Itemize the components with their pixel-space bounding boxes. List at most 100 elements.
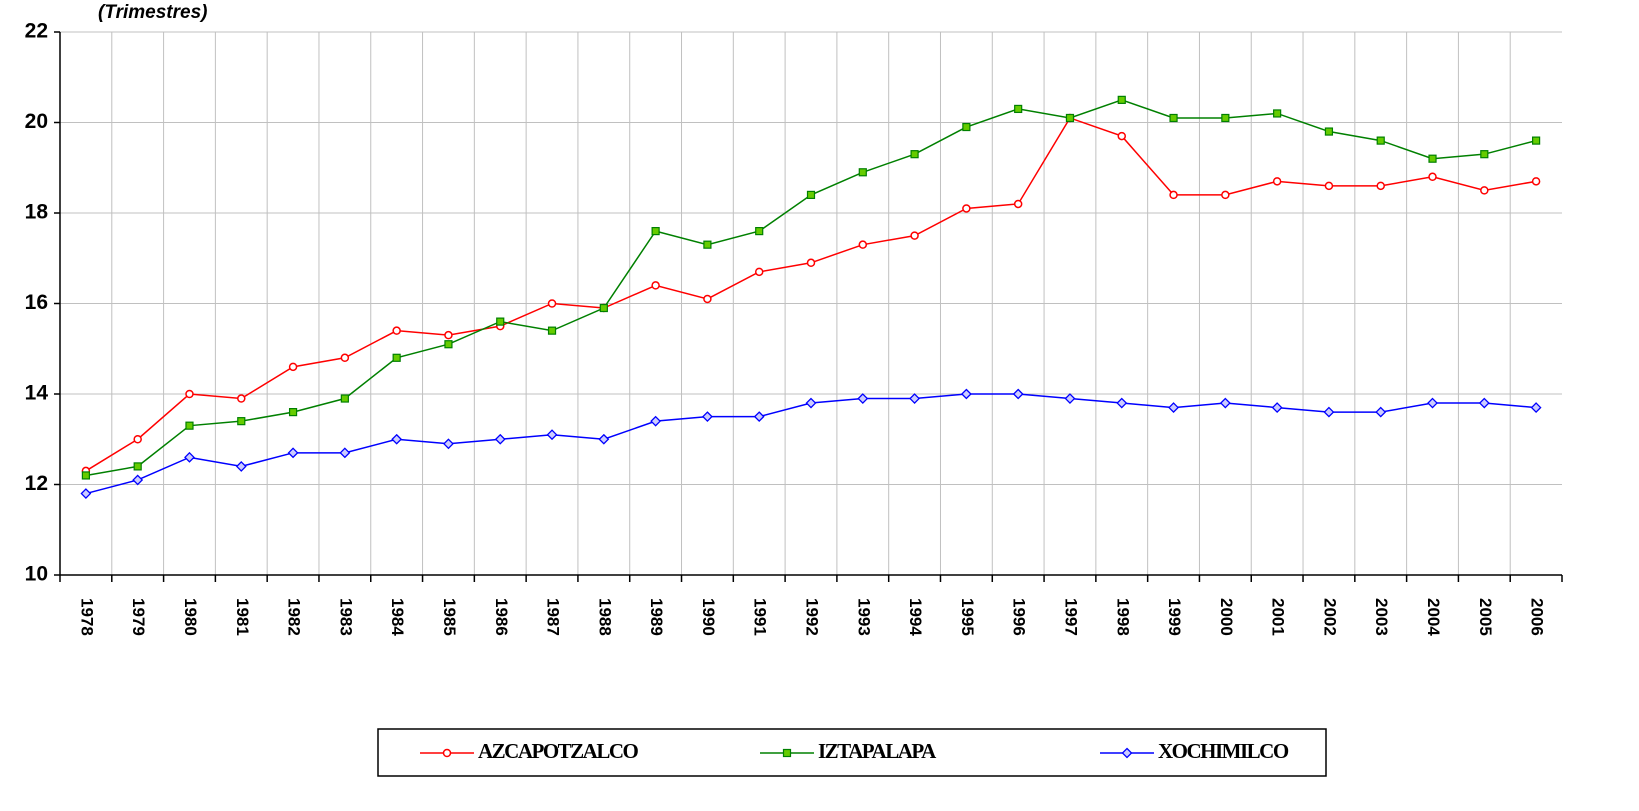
marker — [339, 447, 351, 459]
legend-label: AZCAPOTZALCO — [478, 739, 639, 763]
x-tick-label: 1986 — [492, 598, 511, 636]
marker — [1427, 397, 1438, 409]
marker — [1480, 150, 1489, 159]
marker — [547, 299, 557, 308]
x-tick-label: 1989 — [647, 598, 666, 636]
x-tick-label: 1999 — [1165, 598, 1184, 636]
y-tick-label: 12 — [25, 472, 48, 495]
x-tick-label: 1980 — [181, 598, 200, 636]
marker — [598, 433, 610, 445]
marker — [237, 394, 246, 403]
x-tick-label: 2003 — [1372, 598, 1391, 636]
marker — [185, 389, 194, 399]
marker — [1376, 181, 1385, 191]
marker — [703, 294, 712, 304]
marker — [703, 240, 712, 249]
marker — [1169, 190, 1178, 200]
x-tick-label: 1990 — [699, 598, 718, 636]
marker — [754, 267, 764, 277]
marker — [858, 240, 868, 249]
marker — [1428, 172, 1437, 182]
chart-subtitle: (Trimestres) — [98, 2, 207, 23]
x-tick-label: 1996 — [1010, 598, 1029, 636]
marker — [1324, 127, 1334, 136]
marker — [651, 281, 660, 290]
marker — [287, 447, 299, 459]
marker — [392, 326, 401, 335]
legend-marker — [782, 748, 792, 758]
marker — [1219, 397, 1231, 409]
x-tick-label: 1995 — [958, 598, 977, 636]
x-tick-label: 1983 — [336, 598, 355, 636]
marker — [494, 433, 506, 445]
y-tick-label: 20 — [25, 110, 48, 133]
legend-label: IZTAPALAPA — [818, 739, 937, 763]
marker — [805, 397, 817, 409]
x-tick-label: 2002 — [1320, 598, 1339, 636]
marker — [806, 258, 816, 268]
marker — [1530, 402, 1542, 413]
marker — [1065, 113, 1075, 123]
marker — [546, 429, 558, 441]
x-tick-label: 2000 — [1217, 598, 1236, 636]
marker — [132, 474, 144, 486]
x-tick-label: 1978 — [77, 598, 96, 636]
x-tick-label: 1993 — [854, 598, 873, 636]
marker — [755, 227, 764, 236]
x-tick-label: 1988 — [595, 598, 614, 636]
marker — [1273, 109, 1282, 118]
marker — [547, 326, 557, 335]
series-line — [85, 117, 1537, 472]
x-tick-label: 1994 — [906, 598, 925, 636]
marker — [857, 393, 869, 404]
series-line — [85, 99, 1537, 477]
x-tick-label: 1982 — [285, 598, 304, 636]
x-tick-label: 1997 — [1061, 598, 1080, 636]
marker — [1013, 199, 1023, 209]
marker — [909, 393, 921, 404]
marker — [962, 204, 971, 213]
marker — [962, 122, 971, 132]
marker — [1375, 406, 1387, 418]
marker — [340, 353, 350, 363]
x-tick-label: 1992 — [803, 598, 822, 636]
marker — [1323, 406, 1335, 418]
x-tick-label: 1985 — [440, 598, 459, 636]
marker — [80, 488, 92, 499]
marker — [496, 317, 505, 326]
x-tick-label: 1998 — [1113, 598, 1132, 636]
marker — [960, 388, 972, 400]
x-tick-label: 1987 — [544, 598, 563, 636]
marker — [1376, 136, 1385, 145]
marker — [1117, 95, 1126, 104]
marker — [340, 394, 349, 403]
marker — [1116, 397, 1128, 409]
marker — [391, 433, 403, 445]
marker — [1064, 393, 1076, 404]
marker — [1221, 113, 1230, 123]
marker — [1169, 113, 1178, 123]
marker — [910, 150, 919, 159]
x-tick-label: 2001 — [1269, 598, 1288, 636]
legend-marker — [1121, 747, 1133, 759]
marker — [1221, 190, 1230, 200]
legend-marker — [442, 748, 452, 758]
marker — [1014, 104, 1023, 114]
marker — [599, 303, 608, 313]
marker — [185, 421, 194, 430]
marker — [444, 340, 453, 349]
marker — [1324, 181, 1334, 191]
x-tick-label: 1991 — [751, 598, 770, 636]
marker — [1272, 177, 1282, 186]
x-tick-label: 1981 — [233, 598, 252, 636]
marker — [443, 438, 454, 450]
marker — [858, 168, 867, 177]
marker — [184, 451, 195, 463]
legend-label: XOCHIMILCO — [1158, 739, 1289, 763]
marker — [1531, 177, 1541, 186]
y-tick-label: 14 — [25, 382, 49, 405]
marker — [237, 417, 246, 426]
marker — [444, 330, 453, 340]
marker — [133, 462, 142, 471]
